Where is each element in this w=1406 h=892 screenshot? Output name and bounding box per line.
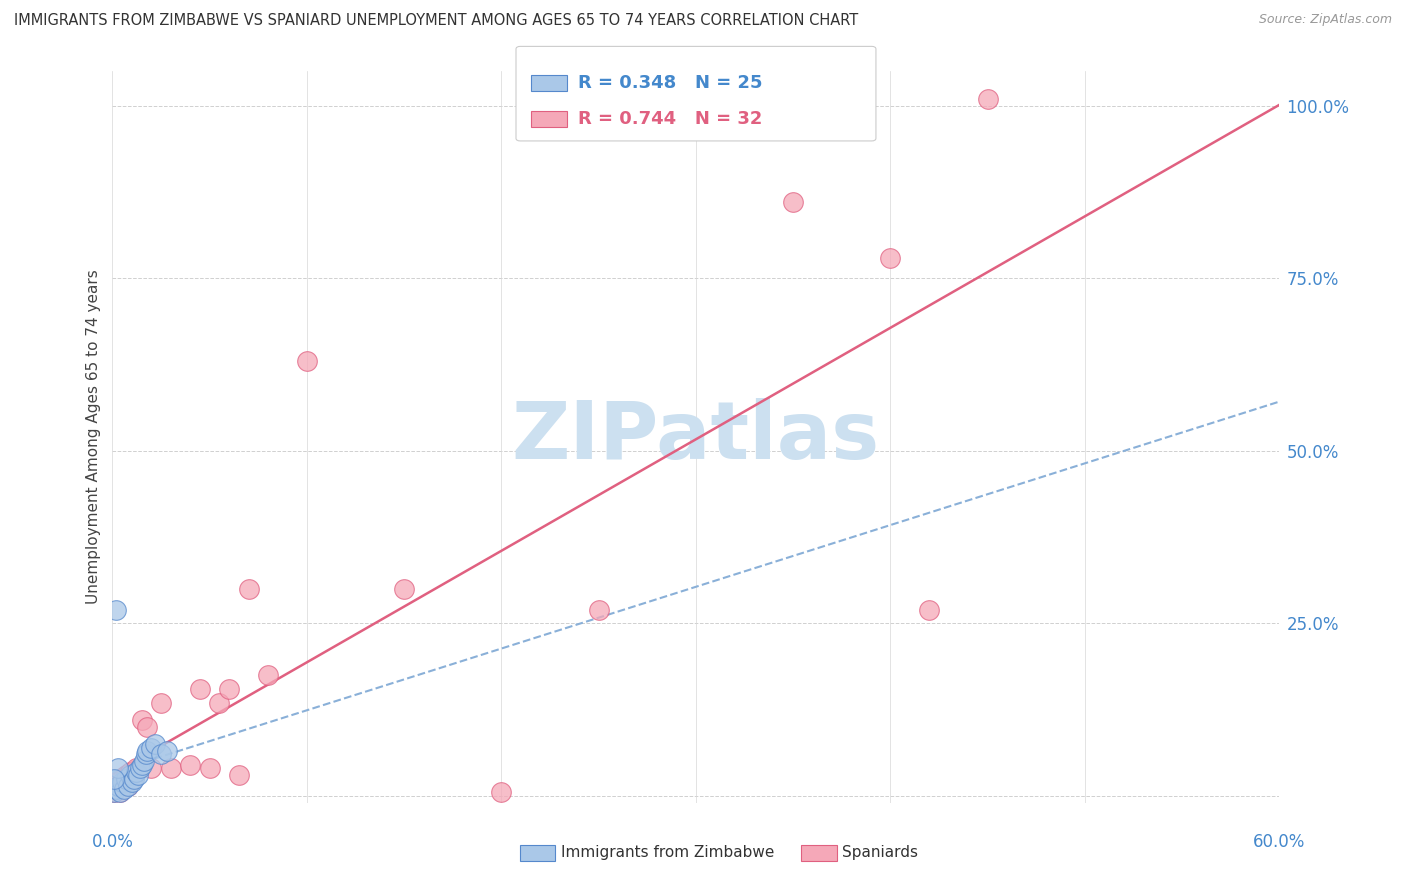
Point — [127, 768, 149, 782]
Point — [782, 195, 804, 210]
Point — [143, 737, 166, 751]
Point — [132, 755, 155, 769]
Text: Source: ZipAtlas.com: Source: ZipAtlas.com — [1258, 13, 1392, 27]
Point — [103, 785, 125, 799]
Point — [141, 761, 163, 775]
Point — [208, 696, 231, 710]
Point — [115, 768, 138, 782]
Point — [257, 668, 280, 682]
Point — [188, 681, 211, 696]
Point — [118, 768, 141, 782]
Point — [295, 354, 318, 368]
Text: R = 0.348   N = 25: R = 0.348 N = 25 — [578, 74, 762, 92]
Point — [136, 720, 159, 734]
Point — [976, 92, 998, 106]
Point — [122, 772, 145, 786]
Point — [179, 757, 201, 772]
Text: 60.0%: 60.0% — [1253, 833, 1306, 851]
Point — [105, 782, 128, 797]
Point — [107, 779, 129, 793]
Y-axis label: Unemployment Among Ages 65 to 74 years: Unemployment Among Ages 65 to 74 years — [86, 269, 101, 605]
Point — [228, 768, 250, 782]
Text: R = 0.744   N = 32: R = 0.744 N = 32 — [578, 110, 762, 128]
Point — [141, 740, 163, 755]
Point — [110, 785, 132, 799]
Point — [118, 764, 141, 779]
Point — [238, 582, 260, 596]
Text: Spaniards: Spaniards — [842, 846, 918, 860]
Text: ZIPatlas: ZIPatlas — [512, 398, 880, 476]
Point — [107, 779, 129, 793]
Point — [121, 772, 143, 786]
Point — [879, 251, 901, 265]
Text: Immigrants from Zimbabwe: Immigrants from Zimbabwe — [561, 846, 775, 860]
Point — [150, 747, 173, 762]
Point — [150, 696, 173, 710]
Point — [491, 785, 513, 799]
Point — [112, 782, 135, 797]
Point — [115, 772, 138, 786]
Point — [198, 761, 221, 775]
Point — [131, 713, 153, 727]
Text: IMMIGRANTS FROM ZIMBABWE VS SPANIARD UNEMPLOYMENT AMONG AGES 65 TO 74 YEARS CORR: IMMIGRANTS FROM ZIMBABWE VS SPANIARD UNE… — [14, 13, 858, 29]
Point — [156, 744, 179, 758]
Text: 0.0%: 0.0% — [91, 833, 134, 851]
Point — [111, 775, 134, 789]
Point — [125, 764, 148, 779]
Point — [218, 681, 240, 696]
Point — [107, 761, 129, 775]
Point — [160, 761, 183, 775]
Point — [105, 602, 128, 616]
Point — [103, 772, 125, 786]
Point — [112, 775, 135, 789]
Point — [918, 602, 941, 616]
Point — [131, 757, 153, 772]
Point — [111, 772, 134, 786]
Point — [135, 747, 157, 762]
Point — [125, 761, 148, 775]
Point — [117, 779, 139, 793]
Point — [110, 785, 132, 799]
Point — [117, 779, 139, 793]
Point — [588, 602, 610, 616]
Point — [103, 785, 125, 799]
Point — [105, 782, 128, 797]
Point — [136, 744, 159, 758]
Point — [128, 761, 150, 775]
Point — [121, 775, 143, 789]
Point — [392, 582, 416, 596]
